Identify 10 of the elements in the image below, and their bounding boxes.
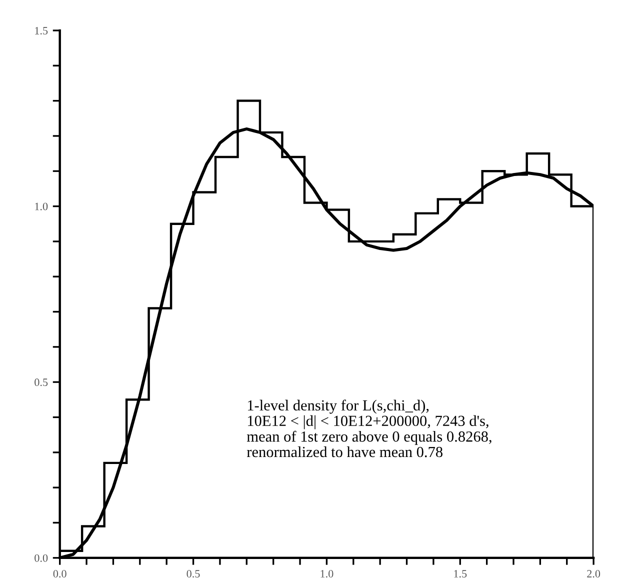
x-tick-label: 1.0 [320, 570, 334, 578]
y-tick-label: 0.5 [34, 378, 48, 386]
x-tick-label: 0.5 [186, 570, 200, 578]
y-tick-label: 1.5 [35, 26, 48, 34]
y-tick-label: 1.0 [35, 202, 48, 210]
y-tick-label: 0.0 [34, 554, 48, 562]
x-tick-label: 2.0 [587, 570, 600, 578]
annotation: 1-level density for L(s,chi_d), 10E12 < |d| < 10E12+200000, 7243 d's, mean of 1st zero above 0 equals 0.8268, renormalized to have mean 0.78 [246, 400, 492, 458]
x-tick-label: 0.0 [53, 570, 66, 578]
x-tick-label: 1.5 [454, 570, 467, 578]
